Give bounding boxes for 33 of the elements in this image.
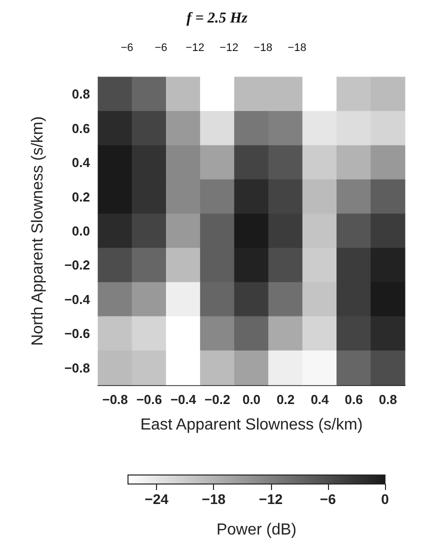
color-bar-label: −12 xyxy=(258,491,283,507)
y-tick-label: −0.4 xyxy=(64,292,91,307)
x-tick-label: −0.2 xyxy=(204,392,230,407)
y-tick-label: −0.6 xyxy=(64,326,90,342)
x-tick-label: 0.2 xyxy=(276,392,295,407)
y-axis-title: North Apparent Slowness (s/km) xyxy=(30,116,46,346)
y-tick-label: 0.6 xyxy=(72,120,90,136)
color-bar-label: −24 xyxy=(144,491,169,507)
color-bar-title: Power (dB) xyxy=(216,522,297,538)
y-tick-label: 0.2 xyxy=(72,189,90,204)
x-axis-title: East Apparent Slowness (s/km) xyxy=(140,416,363,434)
text: −12 xyxy=(186,42,204,54)
y-tick-label: −0.2 xyxy=(64,258,90,273)
x-tick-label: 0.0 xyxy=(242,392,261,407)
x-tick-label: −0.8 xyxy=(102,392,128,407)
color-bar-label: −18 xyxy=(202,491,226,507)
y-tick-label: 0.0 xyxy=(72,224,90,238)
color-bar-label: 0 xyxy=(381,491,390,507)
x-tick-label: −0.6 xyxy=(136,392,162,407)
x-tick-label: −0.4 xyxy=(170,392,197,407)
text: −12 xyxy=(220,42,238,54)
x-tick-label: 0.6 xyxy=(344,392,363,407)
x-tick-label: 0.4 xyxy=(310,392,330,407)
y-tick-label: −0.8 xyxy=(64,360,90,376)
text: −18 xyxy=(288,42,306,54)
text: −18 xyxy=(254,42,272,54)
color-bar-label: −6 xyxy=(320,491,336,507)
y-tick-label: 0.8 xyxy=(72,86,90,102)
text: −6 xyxy=(120,42,134,54)
y-tick-label: 0.4 xyxy=(72,155,91,170)
text: −6 xyxy=(154,42,168,54)
x-tick-label: 0.8 xyxy=(378,392,397,407)
chart-title: f = 2.5 Hz xyxy=(186,10,248,26)
